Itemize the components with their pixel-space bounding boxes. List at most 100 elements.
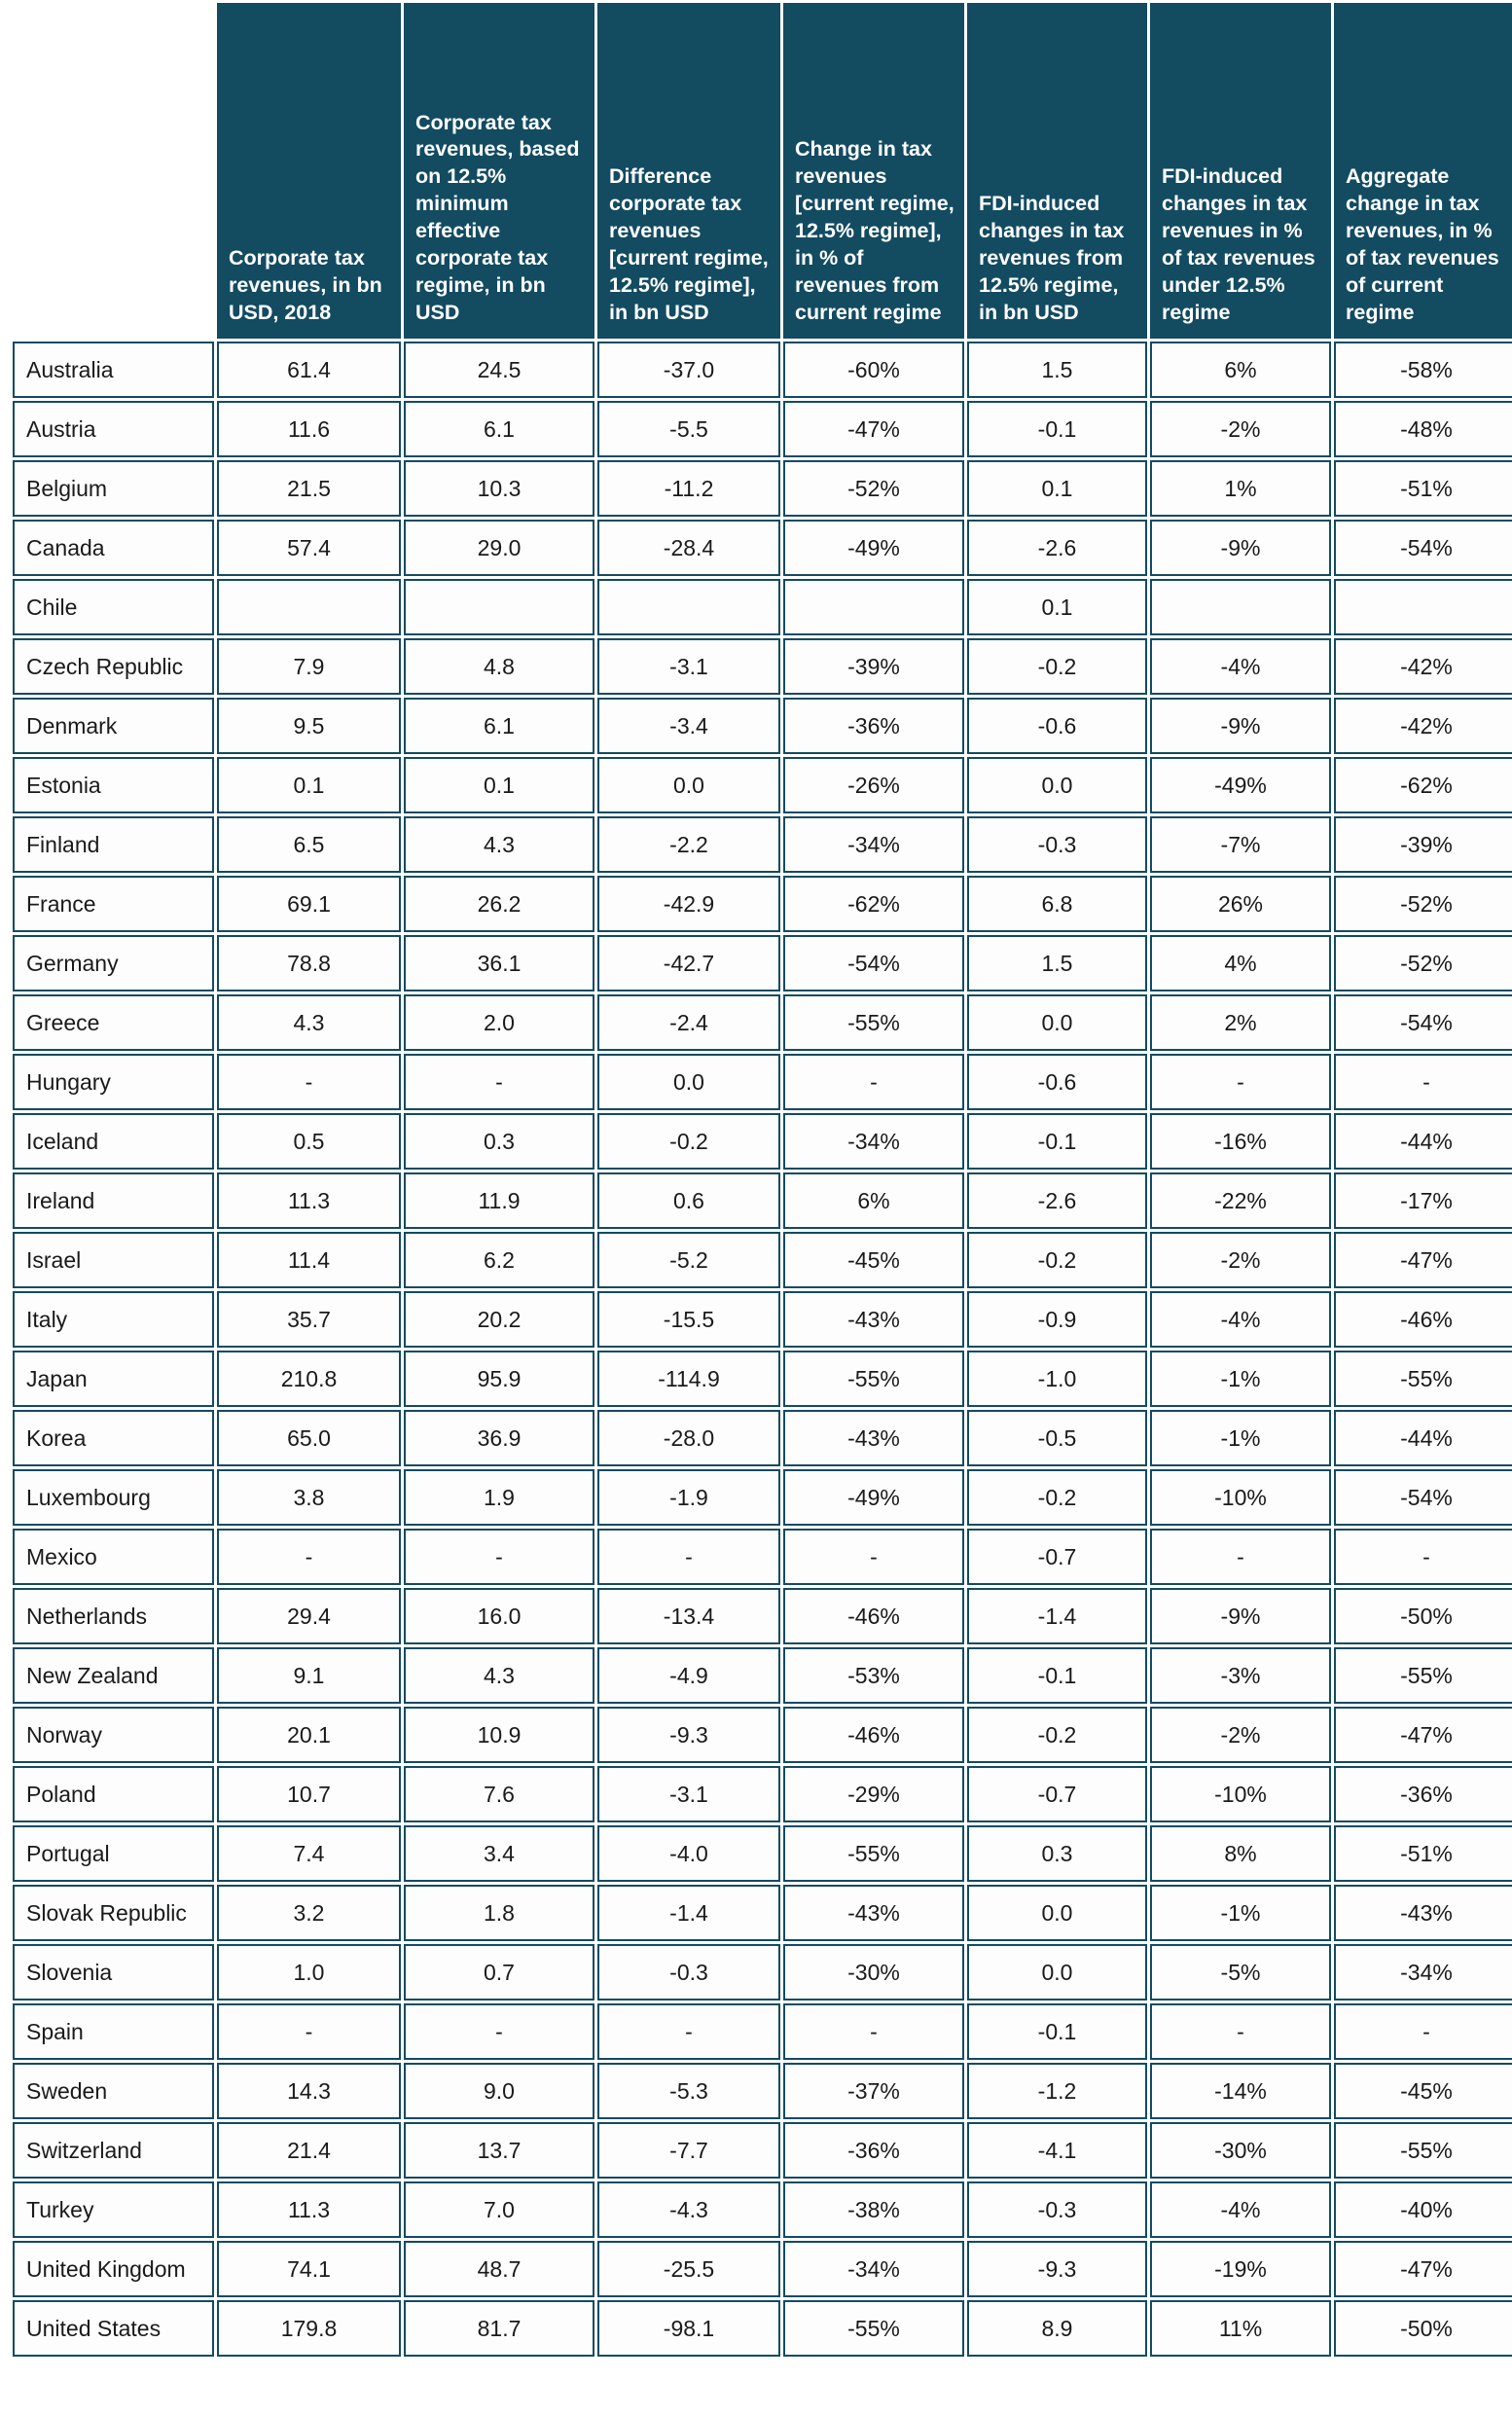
row-header-country: Belgium	[13, 460, 214, 517]
cell-fdi_pct: -4%	[1150, 2181, 1331, 2238]
cell-difference: -3.1	[597, 1766, 780, 1822]
cell-fdi_bn: 6.8	[967, 876, 1147, 932]
row-header-country: United Kingdom	[13, 2241, 214, 2297]
cell-rev_2018: -	[217, 1529, 401, 1585]
cell-rev_125: 36.9	[404, 1410, 594, 1466]
cell-fdi_pct: -9%	[1150, 520, 1331, 576]
cell-fdi_bn: 0.3	[967, 1825, 1147, 1882]
cell-fdi_pct: 26%	[1150, 876, 1331, 932]
cell-change_pct: -54%	[783, 935, 964, 991]
cell-difference: -	[597, 1529, 780, 1585]
cell-rev_2018: 11.3	[217, 1172, 401, 1229]
cell-difference: -2.4	[597, 994, 780, 1051]
cell-fdi_bn: 0.1	[967, 460, 1147, 517]
cell-fdi_bn: -9.3	[967, 2241, 1147, 2297]
cell-rev_125: 48.7	[404, 2241, 594, 2297]
cell-fdi_pct: -22%	[1150, 1172, 1331, 1229]
table-row: Hungary - -0.0- -0.6- -	[13, 1054, 1512, 1110]
row-header-country: Japan	[13, 1351, 214, 1407]
table-row: Italy 35.7 20.2 -15.5 -43% -0.9 -4% -46%	[13, 1291, 1512, 1348]
cell-fdi_pct: -2%	[1150, 401, 1331, 457]
cell-rev_125: 6.2	[404, 1232, 594, 1288]
cell-fdi_pct: -	[1150, 1529, 1331, 1585]
cell-change_pct: -34%	[783, 2241, 964, 2297]
row-header-country: Czech Republic	[13, 638, 214, 695]
cell-fdi_pct	[1150, 579, 1331, 635]
cell-aggregate_pct: -40%	[1334, 2181, 1512, 2238]
cell-rev_2018: 0.5	[217, 1113, 401, 1170]
cell-fdi_pct: -	[1150, 2003, 1331, 2060]
cell-fdi_bn: -0.9	[967, 1291, 1147, 1348]
table-row: United Kingdom 74.1 48.7 -25.5 -34% -9.3 -19% -…	[13, 2241, 1512, 2297]
cell-rev_125: 20.2	[404, 1291, 594, 1348]
cell-fdi_pct: -1%	[1150, 1351, 1331, 1407]
cell-change_pct: -29%	[783, 1766, 964, 1822]
table-row: Israel 11.4 6.2 -5.2 -45% -0.2 -2% -47%	[13, 1232, 1512, 1288]
row-header-country: Hungary	[13, 1054, 214, 1110]
cell-fdi_pct: -9%	[1150, 1588, 1331, 1644]
cell-aggregate_pct: -44%	[1334, 1410, 1512, 1466]
cell-rev_125: 36.1	[404, 935, 594, 991]
cell-fdi_pct: -10%	[1150, 1469, 1331, 1526]
row-header-country: Austria	[13, 401, 214, 457]
cell-fdi_bn: -0.1	[967, 401, 1147, 457]
cell-aggregate_pct: -34%	[1334, 1944, 1512, 2000]
cell-rev_2018: -	[217, 2003, 401, 2060]
row-header-country: Sweden	[13, 2063, 214, 2119]
table-row: Ireland 11.3 11.9 0.6 6% -2.6 -22% -17%	[13, 1172, 1512, 1229]
row-header-country: Israel	[13, 1232, 214, 1288]
row-header-country: Luxembourg	[13, 1469, 214, 1526]
cell-fdi_pct: 4%	[1150, 935, 1331, 991]
table-row: Korea 65.0 36.9 -28.0 -43% -0.5 -1% -44%	[13, 1410, 1512, 1466]
cell-aggregate_pct: -55%	[1334, 1351, 1512, 1407]
table-row: Japan 210.8 95.9 -114.9 -55% -1.0 -1% -55%	[13, 1351, 1512, 1407]
cell-rev_125: -	[404, 1054, 594, 1110]
cell-rev_2018: 65.0	[217, 1410, 401, 1466]
row-header-country: Netherlands	[13, 1588, 214, 1644]
cell-difference: -9.3	[597, 1707, 780, 1763]
cell-rev_2018: 179.8	[217, 2300, 401, 2357]
cell-fdi_bn: 1.5	[967, 935, 1147, 991]
column-header-corporate-tax-revenues-2018: Corporate tax revenues, in bn USD, 2018	[217, 3, 401, 339]
cell-rev_125: 9.0	[404, 2063, 594, 2119]
cell-rev_2018: 10.7	[217, 1766, 401, 1822]
cell-aggregate_pct: -	[1334, 2003, 1512, 2060]
cell-rev_125: 81.7	[404, 2300, 594, 2357]
cell-fdi_bn: -2.6	[967, 520, 1147, 576]
cell-aggregate_pct: -	[1334, 1054, 1512, 1110]
row-header-country: Germany	[13, 935, 214, 991]
cell-change_pct: -39%	[783, 638, 964, 695]
cell-rev_125: 16.0	[404, 1588, 594, 1644]
row-header-country: Finland	[13, 816, 214, 873]
cell-difference: -0.3	[597, 1944, 780, 2000]
cell-change_pct: -46%	[783, 1588, 964, 1644]
column-header-fdi-induced-changes-pct: FDI-induced changes in tax revenues in %…	[1150, 3, 1331, 339]
row-header-country: Italy	[13, 1291, 214, 1348]
cell-aggregate_pct: -48%	[1334, 401, 1512, 457]
table-row: France 69.1 26.2 -42.9 -62% 6.8 26% -52%	[13, 876, 1512, 932]
cell-fdi_bn: 0.0	[967, 757, 1147, 813]
row-header-country: Spain	[13, 2003, 214, 2060]
cell-difference: -114.9	[597, 1351, 780, 1407]
row-header-country: Ireland	[13, 1172, 214, 1229]
cell-rev_125: 10.3	[404, 460, 594, 517]
cell-difference: -37.0	[597, 342, 780, 398]
table-row: Spain - - - - -0.1- -	[13, 2003, 1512, 2060]
cell-difference: -5.2	[597, 1232, 780, 1288]
cell-rev_2018: -	[217, 1054, 401, 1110]
header-row: Corporate tax revenues, in bn USD, 2018 …	[13, 3, 1512, 339]
table-row: Switzerland 21.4 13.7 -7.7 -36% -4.1 -30% -55%	[13, 2122, 1512, 2179]
cell-fdi_pct: -10%	[1150, 1766, 1331, 1822]
cell-rev_125: 7.6	[404, 1766, 594, 1822]
cell-fdi_bn: -0.1	[967, 1647, 1147, 1704]
cell-rev_2018: 74.1	[217, 2241, 401, 2297]
cell-change_pct: -43%	[783, 1410, 964, 1466]
cell-difference: -98.1	[597, 2300, 780, 2357]
cell-fdi_pct: -9%	[1150, 698, 1331, 754]
cell-difference: 0.6	[597, 1172, 780, 1229]
cell-difference: -13.4	[597, 1588, 780, 1644]
cell-rev_2018: 21.5	[217, 460, 401, 517]
cell-rev_2018: 11.6	[217, 401, 401, 457]
cell-change_pct: -46%	[783, 1707, 964, 1763]
cell-fdi_pct: 1%	[1150, 460, 1331, 517]
